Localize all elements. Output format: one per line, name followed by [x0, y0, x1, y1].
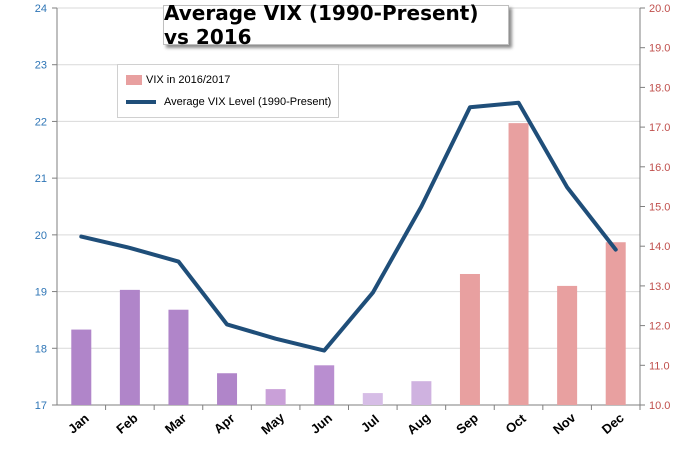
right-tick-label: 11.0 [649, 360, 670, 372]
average-vix-line [79, 100, 618, 353]
x-tick-label: Feb [113, 410, 140, 436]
x-tick-label: Jul [358, 412, 382, 436]
right-tick-label: 18.0 [649, 82, 670, 94]
left-tick-label: 24 [35, 3, 47, 15]
left-tick-label: 18 [35, 343, 47, 355]
legend-item-bars: VIX in 2016/2017 [126, 74, 230, 86]
right-tick-label: 17.0 [649, 122, 670, 134]
right-tick-label: 14.0 [649, 241, 670, 253]
bar-aug [411, 381, 432, 405]
right-tick-label: 15.0 [649, 202, 670, 214]
left-tick-label: 21 [35, 173, 47, 185]
bar-sep [459, 273, 480, 405]
bar-feb [119, 289, 140, 405]
legend-item-line: Average VIX Level (1990-Present) [126, 96, 331, 108]
bar-nov [557, 285, 578, 405]
right-tick-label: 19.0 [649, 43, 670, 55]
bar-jul [362, 393, 383, 405]
x-tick-label: Sep [453, 410, 481, 437]
x-tick-label: Aug [404, 410, 433, 438]
x-tick-label: Jun [308, 410, 335, 436]
x-tick-label: Nov [550, 409, 579, 437]
left-tick-label: 20 [35, 230, 47, 242]
x-tick-label: Apr [211, 411, 238, 437]
right-tick-label: 10.0 [649, 400, 670, 412]
right-tick-label: 13.0 [649, 281, 670, 293]
legend: VIX in 2016/2017 Average VIX Level (1990… [117, 64, 339, 118]
bar-jun [314, 365, 335, 405]
left-tick-label: 17 [35, 400, 47, 412]
x-tick-label: Jan [65, 411, 92, 437]
chart-title: Average VIX (1990-Present) vs 2016 [163, 1, 509, 49]
x-tick-label: Dec [599, 410, 627, 437]
right-tick-label: 12.0 [649, 321, 670, 333]
bar-mar [168, 309, 189, 405]
legend-label-line: Average VIX Level (1990-Present) [164, 96, 332, 108]
x-tick-label: May [258, 409, 288, 437]
legend-swatch-bars [126, 75, 142, 85]
bar-may [265, 389, 286, 405]
x-tick-label: Oct [503, 410, 530, 436]
left-tick-label: 19 [35, 287, 47, 299]
right-tick-label: 16.0 [649, 162, 670, 174]
legend-swatch-line [126, 100, 156, 104]
legend-label-bars: VIX in 2016/2017 [146, 74, 231, 86]
bar-oct [508, 123, 529, 405]
left-tick-label: 22 [35, 116, 47, 128]
left-tick-label: 23 [35, 60, 47, 72]
bar-apr [217, 373, 238, 405]
x-tick-label: Mar [162, 410, 189, 436]
bar-dec [605, 242, 626, 405]
bar-jan [71, 329, 92, 405]
right-tick-label: 20.0 [649, 3, 670, 15]
